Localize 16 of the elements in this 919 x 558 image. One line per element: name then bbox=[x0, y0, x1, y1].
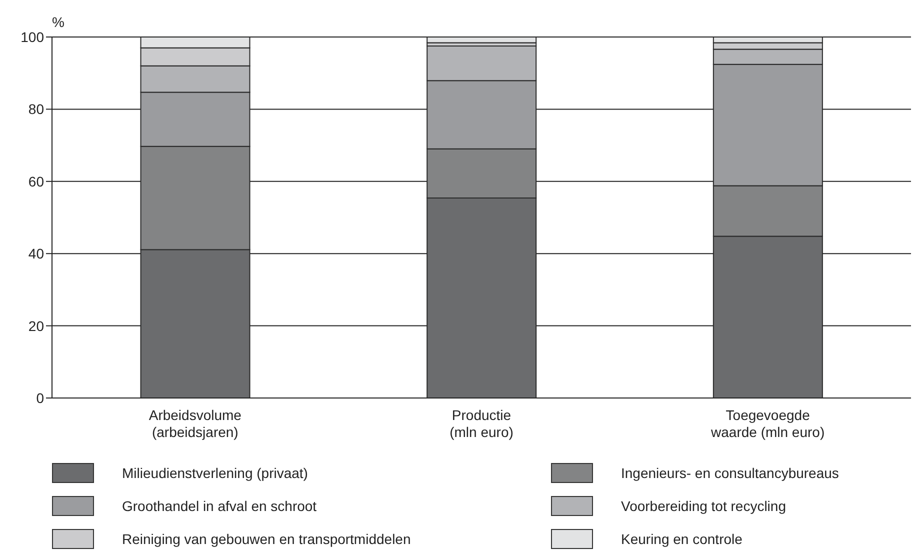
y-tick-label: 60 bbox=[28, 173, 44, 190]
legend-label: Ingenieurs- en consultancybureaus bbox=[621, 465, 839, 481]
x-tick-label: Productie (mln euro) bbox=[450, 407, 514, 440]
x-tick-label: Arbeidsvolume (arbeidsjaren) bbox=[148, 407, 242, 440]
y-tick-label: 100 bbox=[20, 28, 44, 45]
legend-label: Keuring en controle bbox=[621, 531, 742, 547]
y-tick-label: 40 bbox=[28, 246, 44, 262]
y-tick-label: 20 bbox=[28, 318, 44, 334]
y-axis-title: % bbox=[52, 14, 64, 30]
legend-label: Groothandel in afval en schroot bbox=[122, 498, 317, 514]
legend-label: Voorbereiding tot recycling bbox=[621, 498, 786, 514]
y-tick-label: 0 bbox=[36, 390, 44, 406]
y-tick-label: 80 bbox=[28, 101, 44, 118]
legend-label: Reiniging van gebouwen en transportmiddelen bbox=[122, 531, 411, 547]
legend-label: Milieudienstverlening (privaat) bbox=[122, 465, 308, 481]
x-tick-label: Toegevoegde waarde (mln euro) bbox=[710, 407, 825, 440]
